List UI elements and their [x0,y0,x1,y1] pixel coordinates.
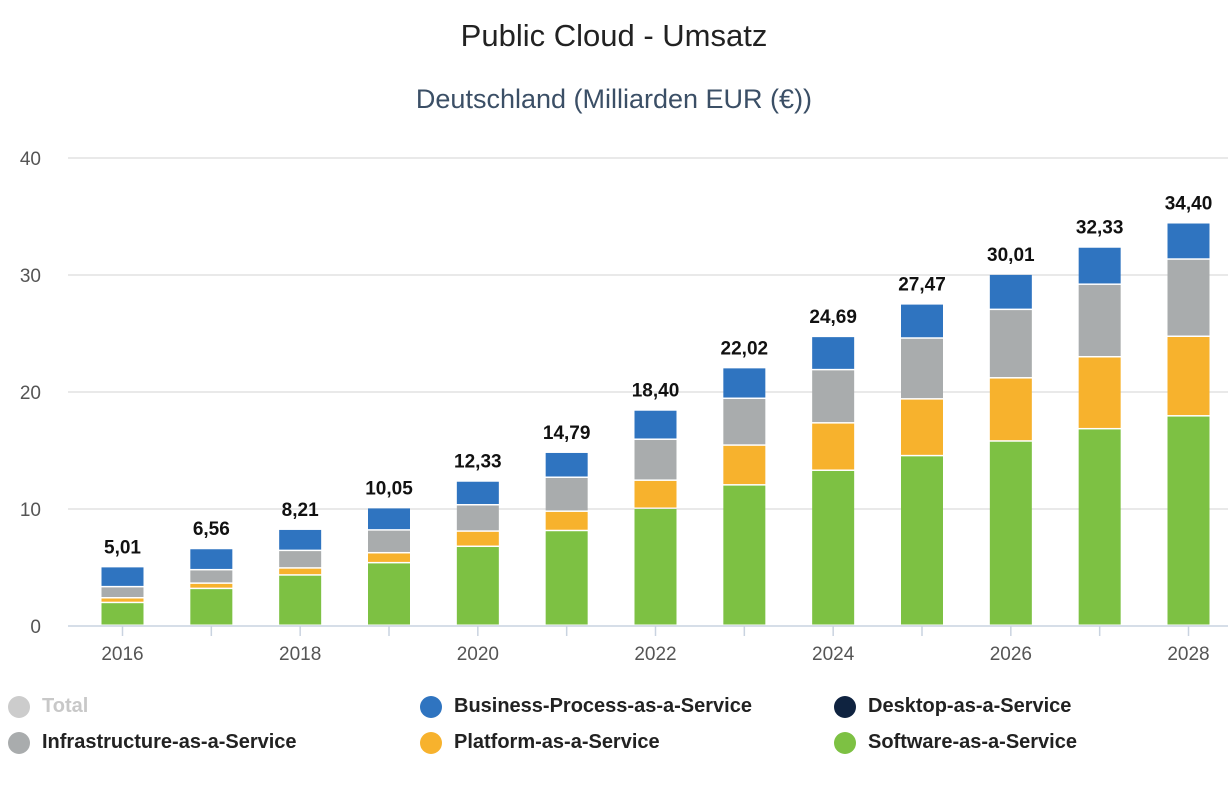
bar-segment [368,530,410,552]
bar-segment [723,368,766,398]
legend-marker [420,731,442,754]
bar-segment [101,587,144,598]
bar-segment [812,370,855,423]
bar-segment [190,549,233,569]
legend-item-software[interactable]: Software-as-a-Service [834,731,1077,754]
data-label: 10,05 [365,478,413,499]
data-label: 24,69 [809,307,857,328]
data-label: 30,01 [987,245,1035,266]
bar-segment [989,274,1032,309]
bar-segment [1078,357,1121,428]
bar-segment [1167,416,1210,625]
bar-segment [989,310,1032,378]
bar-segment [190,570,233,583]
legend-label: Total [42,695,89,717]
data-label: 14,79 [543,423,591,444]
bar-segment [456,547,499,625]
bar-segment [634,410,677,439]
data-label: 8,21 [282,500,319,521]
chart-subtitle: Deutschland (Milliarden EUR (€)) [415,84,813,114]
bar-segment [101,603,144,625]
bar-segment [812,423,855,470]
bar-segment [456,505,499,531]
data-label: 18,40 [632,381,680,402]
bar-segment [545,511,588,530]
legend-label: Platform-as-a-Service [454,731,660,753]
bar-segment [545,452,588,477]
data-label: 5,01 [104,537,141,558]
chart-title: Public Cloud - Umsatz [460,18,768,53]
bar-segment [634,480,677,508]
bar-segment [1167,259,1210,336]
x-tick-label: 2024 [812,644,855,665]
bar-segment [901,456,943,625]
legend-marker [834,731,856,754]
x-tick-label: 2026 [990,644,1032,665]
stacked-bar-chart: 0 10 20 30 40 5,01 2016 6,56 8,21 2018 10,05 12,33 2… [20,149,1228,665]
x-tick-label: 2018 [279,644,321,665]
y-tick-label: 30 [20,266,41,287]
bar-segment [545,531,588,625]
legend-label: Infrastructure-as-a-Service [42,731,297,753]
legend-marker [420,695,442,718]
legend-item-infrastructure[interactable]: Infrastructure-as-a-Service [8,731,297,754]
bar-segment [1167,337,1210,416]
bar-segment [901,338,943,399]
bar-segment [1078,429,1121,625]
bar-segment [279,575,322,625]
bar-segment [634,439,677,480]
bar-segment [1167,223,1210,259]
bar-segment [456,531,499,546]
y-tick-label: 40 [20,149,41,170]
data-label: 12,33 [454,452,502,473]
legend-marker [834,695,856,718]
bar-segment [1078,284,1121,356]
y-tick-label: 0 [30,617,41,638]
x-tick-label: 2020 [457,644,499,665]
bar-segment [190,589,233,625]
bar-segment [190,583,233,588]
bar-segment [723,445,766,485]
legend-item-business-process[interactable]: Business-Process-as-a-Service [420,695,752,718]
x-tick-label: 2016 [101,644,143,665]
x-tick-label: 2028 [1167,644,1209,665]
bar-segment [989,441,1032,625]
bar-segment [368,508,410,530]
bar-segment [1078,247,1121,284]
data-label: 22,02 [721,338,769,359]
bar-segment [279,529,322,550]
legend-item-total[interactable]: Total [8,695,88,718]
y-tick-label: 20 [20,383,41,404]
bar-segment [279,551,322,568]
legend-marker [8,731,30,754]
bar-segment [545,477,588,511]
bar-segment [368,553,410,562]
x-tick-label: 2022 [634,644,676,665]
bar-segment [901,399,943,455]
bar-segment [723,399,766,445]
legend-label: Software-as-a-Service [868,731,1077,753]
legend-marker [8,695,30,718]
legend-item-desktop[interactable]: Desktop-as-a-Service [834,695,1071,718]
bar-segment [634,509,677,625]
bar-segment [989,378,1032,441]
bar-segment [101,567,144,586]
bar-segment [812,337,855,369]
bar-segment [812,470,855,625]
bar-segment [723,485,766,625]
bar-segment [456,481,499,504]
bar-segment [368,563,410,625]
legend-label: Desktop-as-a-Service [868,695,1072,717]
bar-segment [279,568,322,575]
data-label: 32,33 [1076,218,1124,239]
data-label: 6,56 [193,519,230,540]
y-tick-label: 10 [20,500,41,521]
data-label: 27,47 [898,275,946,296]
data-label: 34,40 [1165,194,1213,215]
bar-segment [901,304,943,338]
legend-label: Business-Process-as-a-Service [454,695,752,717]
legend-item-platform[interactable]: Platform-as-a-Service [420,731,660,754]
bar-segment [101,598,144,602]
